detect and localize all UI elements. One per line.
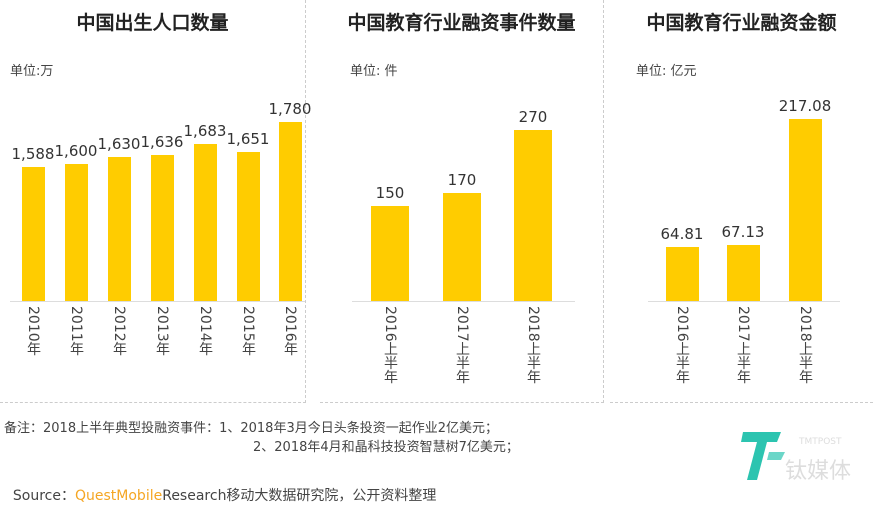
category-label: 2010年 [25,306,41,356]
chart-title: 中国教育行业融资事件数量 [347,12,576,34]
bar [371,206,409,301]
data-label: 1,600 [54,141,98,160]
data-label: 270 [518,108,548,126]
data-label: 1,630 [97,134,141,153]
bar [726,244,760,301]
data-label: 1,780 [268,99,312,118]
chart-title: 中国教育行业融资金额 [646,12,837,34]
bar [443,193,481,301]
data-label: 150 [375,184,405,202]
logo-icon: TMTPOST 钛媒体 [741,432,851,484]
unit-label: 单位: 件 [350,64,398,79]
panel-amount: 中国教育行业融资金额 单位: 亿元 [610,0,873,403]
data-label: 1,651 [226,129,270,148]
x-axis-line [648,301,840,302]
bar [514,130,552,301]
chart-title: 中国出生人口数量 [76,12,229,34]
category-label: 2013年 [154,306,170,356]
unit-label: 单位: 亿元 [636,64,697,79]
data-label: 1,683 [183,122,227,141]
note-line-1: 备注：2018上半年典型投融资事件：1、2018年3月今日头条投资一起作业2亿美… [4,421,498,436]
tmtpost-logo: TMTPOST 钛媒体 [741,428,859,484]
data-label: 1,636 [140,133,184,152]
source-brand: QuestMobile [75,488,163,504]
bar [788,119,822,301]
svg-text:钛媒体: 钛媒体 [785,459,851,484]
category-label: 2014年 [197,306,213,356]
category-label: 2017上半年 [454,306,470,384]
category-label: 2018上半年 [525,306,541,384]
category-label: 2017上半年 [735,306,751,384]
data-label: 64.81 [660,224,704,243]
category-label: 2015年 [240,306,256,356]
source-line: Source：QuestMobileResearch移动大数据研究院，公开资料整… [4,469,437,505]
data-label: 217.08 [778,97,832,116]
bar [107,156,131,301]
bar [21,166,45,301]
panel-events: 中国教育行业融资事件数量 单位: 件 [320,0,604,403]
data-label: 170 [447,171,477,190]
bar [193,144,217,301]
category-label: 2016上半年 [674,306,690,384]
x-axis-line [352,301,575,302]
bar [665,246,699,301]
panel-birth: 中国出生人口数量 单位:万 [0,0,306,403]
bar [64,163,88,301]
bar [150,155,174,301]
bar [236,151,260,301]
category-label: 2011年 [68,306,84,356]
bar [278,121,302,301]
unit-label: 单位:万 [10,64,54,79]
category-label: 2016年 [282,306,298,356]
x-axis-line [10,301,305,302]
category-label: 2018上半年 [797,306,813,384]
category-label: 2012年 [111,306,127,356]
source-label: Source： [12,488,75,504]
data-label: 1,588 [11,144,55,163]
note-line-2: 2、2018年4月和晶科技投资智慧树7亿美元； [253,440,519,455]
data-label: 67.13 [721,222,765,241]
source-rest: Research移动大数据研究院，公开资料整理 [162,488,437,504]
svg-text:TMTPOST: TMTPOST [798,437,842,447]
category-label: 2016上半年 [382,306,398,384]
